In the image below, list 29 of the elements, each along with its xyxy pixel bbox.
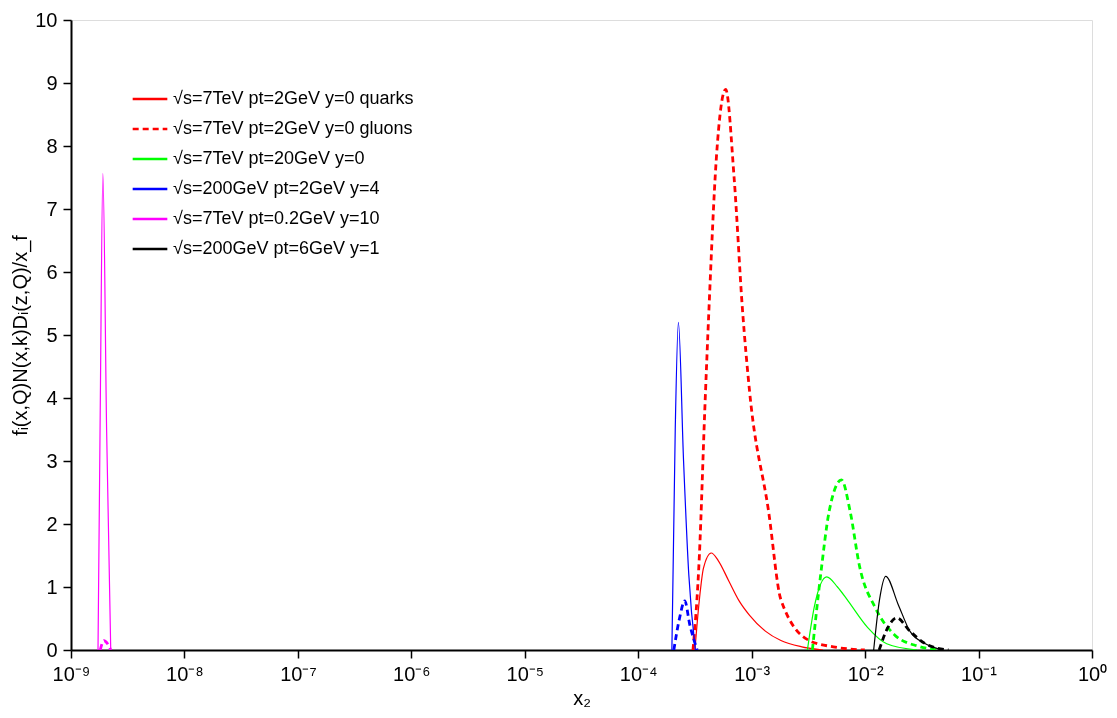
legend-label: √s=200GeV pt=6GeV y=1 — [173, 238, 380, 258]
x-tick-label: 10⁻⁴ — [619, 662, 658, 685]
legend-label: √s=7TeV pt=0.2GeV y=10 — [173, 208, 380, 228]
x-tick-label: 10⁻⁵ — [506, 662, 545, 685]
legend-label: √s=7TeV pt=20GeV y=0 — [173, 148, 365, 168]
x-tick-label: 10⁰ — [1077, 662, 1108, 685]
y-tick-label: 7 — [46, 197, 58, 220]
y-tick-label: 3 — [46, 449, 58, 472]
x-tick-label: 10⁻¹ — [961, 662, 998, 685]
x-axis-title: x₂ — [573, 686, 591, 709]
x-tick-label: 10⁻⁹ — [52, 662, 91, 685]
legend-label: √s=7TeV pt=2GeV y=0 quarks — [173, 88, 414, 108]
y-tick-label: 10 — [35, 8, 58, 31]
y-tick-label: 4 — [46, 386, 58, 409]
y-tick-label: 6 — [46, 260, 58, 283]
y-tick-label: 5 — [46, 323, 58, 346]
y-tick-label: 9 — [46, 71, 58, 94]
y-tick-label: 1 — [46, 575, 58, 598]
legend-label: √s=200GeV pt=2GeV y=4 — [173, 178, 380, 198]
x-tick-label: 10⁻⁷ — [280, 662, 317, 685]
x-tick-label: 10⁻² — [847, 662, 884, 685]
legend-label: √s=7TeV pt=2GeV y=0 gluons — [173, 118, 413, 138]
y-tick-label: 0 — [46, 638, 58, 661]
x-tick-label: 10⁻³ — [734, 662, 771, 685]
x-tick-label: 10⁻⁸ — [166, 662, 204, 685]
y-axis-title: fᵢ(x,Q)N(x,k)Dᵢ(z,Q)/x_f — [9, 234, 33, 436]
y-tick-label: 2 — [46, 512, 58, 535]
x-tick-label: 10⁻⁶ — [393, 662, 431, 685]
y-tick-label: 8 — [46, 134, 58, 157]
